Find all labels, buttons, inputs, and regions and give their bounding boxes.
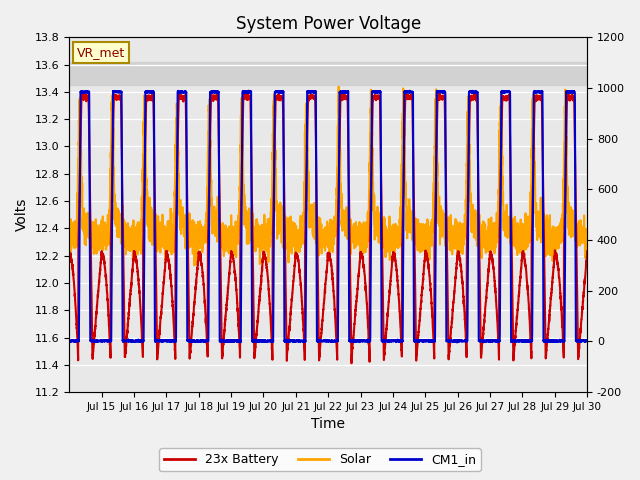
Legend: 23x Battery, Solar, CM1_in: 23x Battery, Solar, CM1_in: [159, 448, 481, 471]
Bar: [69, 62, 587, 85]
Y-axis label: Volts: Volts: [15, 198, 29, 231]
Title: System Power Voltage: System Power Voltage: [236, 15, 420, 33]
Text: VR_met: VR_met: [77, 46, 125, 59]
X-axis label: Time: Time: [311, 418, 345, 432]
